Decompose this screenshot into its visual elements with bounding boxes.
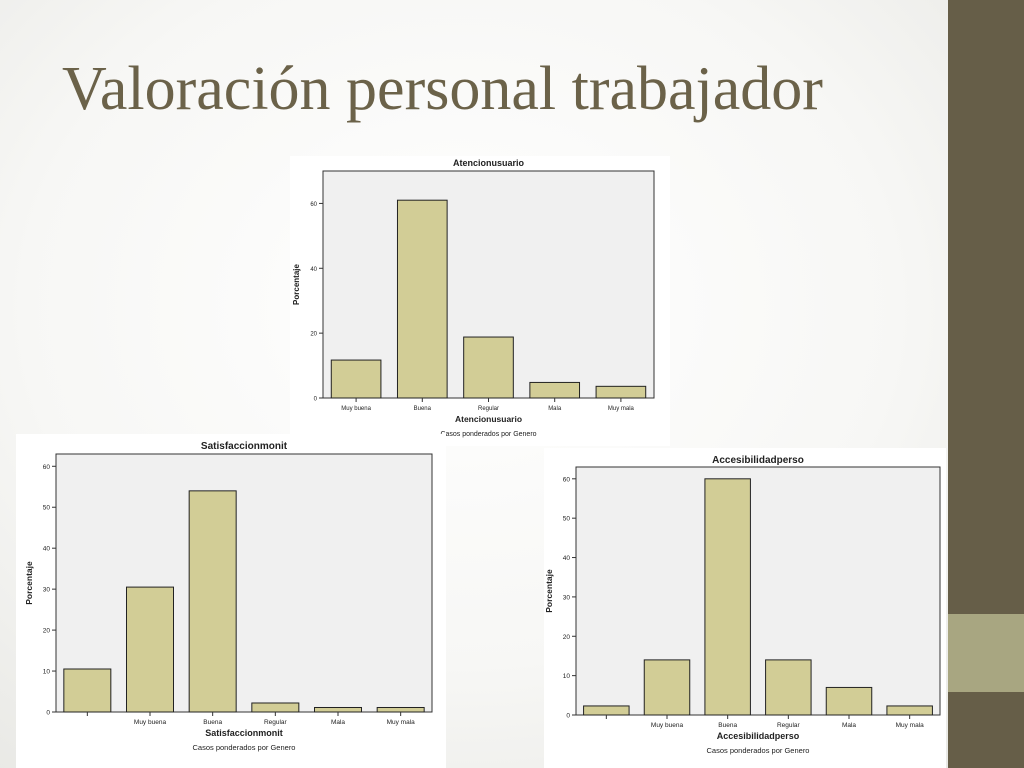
y-axis-label: Porcentaje <box>544 569 554 613</box>
bar-4 <box>595 385 647 399</box>
y-tick-label: 20 <box>43 628 51 635</box>
x-tick-label: Mala <box>842 722 856 729</box>
bar-1 <box>643 659 691 716</box>
x-tick-label: Regular <box>478 406 499 412</box>
plot-area <box>575 466 941 716</box>
bar-4 <box>314 706 362 713</box>
x-tick-label: Buena <box>718 722 737 729</box>
bar-0 <box>330 359 382 399</box>
bar-2 <box>704 478 751 716</box>
y-tick-label: 60 <box>563 476 571 483</box>
x-tick-label: Buena <box>203 719 222 726</box>
x-axis-label: Accesibilidadperso <box>717 731 800 741</box>
y-tick-label: 0 <box>314 397 318 403</box>
y-tick-label: 40 <box>310 267 317 273</box>
x-tick-label: Mala <box>331 719 345 726</box>
chart-footnote: Casos ponderados por Genero <box>707 746 810 755</box>
chart-atencionusuario: Atencionusuario 0 20 40 60 Porcentaje Muy buen… <box>290 156 670 446</box>
chart-title: Accesibilidadperso <box>712 455 804 466</box>
chart-title: Satisfaccionmonit <box>201 441 288 452</box>
sidebar-band <box>948 0 1024 768</box>
chart-footnote: Casos ponderados por Genero <box>193 743 296 752</box>
x-tick-label: Muy buena <box>134 719 167 726</box>
bar-4 <box>825 686 873 716</box>
y-tick-label: 50 <box>563 516 571 523</box>
x-axis-label: Satisfaccionmonit <box>205 728 283 738</box>
x-tick-label: Muy mala <box>608 406 635 412</box>
x-tick-label: Mala <box>548 406 562 412</box>
bar-0 <box>583 705 630 716</box>
x-tick-label: Muy buena <box>651 722 684 729</box>
y-tick-label: 60 <box>310 202 317 208</box>
chart-atencionusuario-svg: Atencionusuario 0 20 40 60 Porcentaje Muy buen… <box>292 158 655 438</box>
y-tick-label: 40 <box>563 555 571 562</box>
y-tick-label: 20 <box>563 634 571 641</box>
bar-5 <box>886 705 933 716</box>
x-tick-label: Buena <box>414 406 432 412</box>
bar-3 <box>765 659 812 716</box>
chart-satisfaccionmonit: Satisfaccionmonit 0 10 20 30 40 50 60 Porcentaje… <box>16 434 446 768</box>
y-axis-label: Porcentaje <box>24 561 34 605</box>
y-tick-label: 10 <box>43 669 51 676</box>
x-axis-label: Atencionusuario <box>455 414 522 424</box>
y-tick-label: 10 <box>563 673 571 680</box>
chart-title: Atencionusuario <box>453 158 525 168</box>
y-tick-label: 60 <box>43 464 51 471</box>
x-tick-label: Muy buena <box>341 406 371 412</box>
y-tick-label: 0 <box>46 710 50 717</box>
y-tick-label: 40 <box>43 546 51 553</box>
chart-footnote: Casos ponderados por Genero <box>440 431 536 438</box>
plot-area <box>55 453 433 713</box>
bar-1 <box>126 586 174 713</box>
slide-title: Valoración personal trabajador <box>62 55 823 123</box>
chart-accesibilidadperso: Accesibilidadperso 0 10 20 30 40 50 60 Porcentaj… <box>544 448 946 768</box>
chart-satisfaccionmonit-svg: Satisfaccionmonit 0 10 20 30 40 50 60 Porcentaje… <box>24 441 433 752</box>
x-tick-label: Muy mala <box>387 719 416 726</box>
sidebar-accent <box>948 614 1024 692</box>
x-tick-label: Regular <box>264 719 288 726</box>
x-tick-label: Regular <box>777 722 801 729</box>
x-tick-label: Muy mala <box>896 722 925 729</box>
bar-0 <box>63 668 112 713</box>
bar-2 <box>188 490 237 713</box>
bar-1 <box>396 199 448 399</box>
y-tick-label: 30 <box>43 587 51 594</box>
y-tick-label: 50 <box>43 505 51 512</box>
bar-3 <box>529 381 581 399</box>
bar-3 <box>251 702 300 713</box>
y-tick-label: 0 <box>566 713 570 720</box>
bar-2 <box>463 336 514 399</box>
bar-5 <box>376 706 425 713</box>
chart-accesibilidadperso-svg: Accesibilidadperso 0 10 20 30 40 50 60 Porcentaj… <box>544 455 941 755</box>
y-tick-label: 30 <box>563 594 571 601</box>
y-axis-label: Porcentaje <box>292 263 301 304</box>
y-tick-label: 20 <box>310 332 317 338</box>
